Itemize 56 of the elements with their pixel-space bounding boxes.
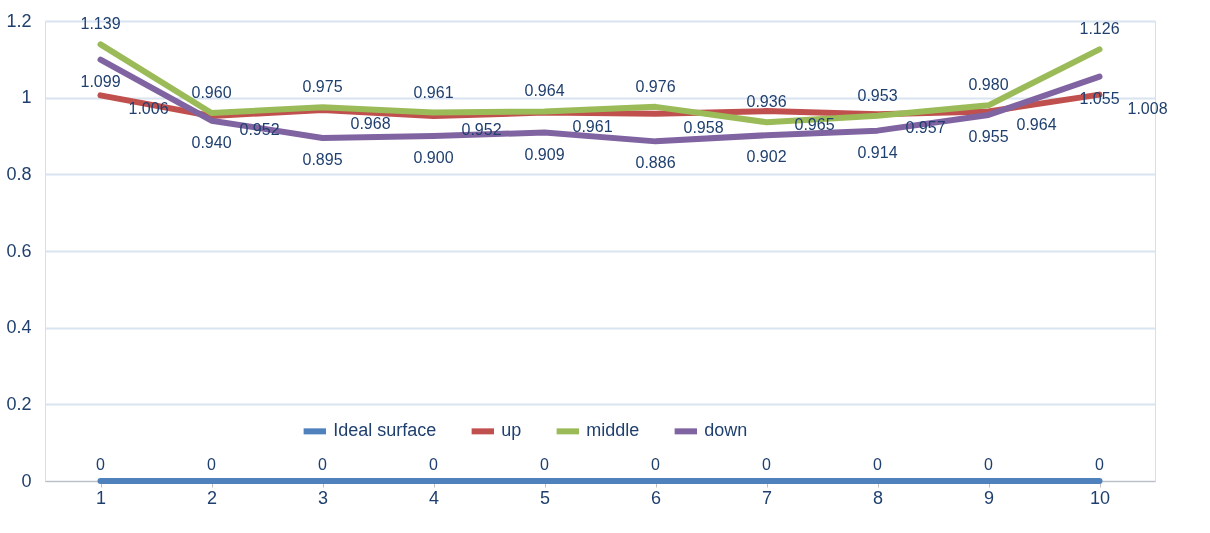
data-label: 1.008 xyxy=(1127,99,1168,117)
data-label: 0 xyxy=(96,456,106,473)
x-tick-label: 3 xyxy=(317,487,329,508)
data-label: 0.936 xyxy=(746,93,787,111)
data-label: 0 xyxy=(429,456,439,473)
data-label: 0.886 xyxy=(635,154,676,172)
data-label: 1.099 xyxy=(80,72,121,90)
data-label: 0.940 xyxy=(191,133,232,151)
x-tick-label: 5 xyxy=(539,487,551,508)
data-label: 0 xyxy=(1095,456,1105,473)
legend-label: middle xyxy=(586,420,640,441)
data-label: 0.961 xyxy=(572,117,613,135)
x-tick-label: 8 xyxy=(872,487,884,508)
x-tick-label: 2 xyxy=(206,487,218,508)
y-tick-label: 0.2 xyxy=(6,393,32,414)
data-label: 0.900 xyxy=(413,149,454,166)
data-label: 1.126 xyxy=(1079,20,1120,38)
data-label: 0.895 xyxy=(302,150,343,168)
data-label: 0.964 xyxy=(1016,116,1057,134)
x-tick-label: 7 xyxy=(761,487,773,508)
data-label: 0.980 xyxy=(968,76,1009,94)
x-tick-label: 6 xyxy=(650,487,662,508)
data-label: 0.976 xyxy=(635,77,676,95)
data-label: 0.955 xyxy=(968,127,1009,145)
y-tick-label: 1.2 xyxy=(6,10,32,31)
y-tick-label: 0 xyxy=(21,470,32,491)
data-label: 0 xyxy=(318,456,328,473)
x-tick-label: 9 xyxy=(983,487,995,508)
y-tick-label: 0.8 xyxy=(6,163,32,184)
data-label: 0.953 xyxy=(857,86,898,104)
data-label: 0.968 xyxy=(350,114,391,132)
y-tick-label: 0.4 xyxy=(6,317,32,338)
data-label: 0 xyxy=(207,456,217,473)
data-label: 0 xyxy=(873,456,883,473)
x-tick-label: 10 xyxy=(1089,487,1111,508)
data-label: 1.055 xyxy=(1079,89,1120,107)
data-label: 0 xyxy=(762,456,772,473)
data-label: 0 xyxy=(651,456,661,473)
y-tick-label: 0.6 xyxy=(6,240,32,261)
data-label: 0.960 xyxy=(191,84,232,101)
x-tick-label: 1 xyxy=(95,487,107,508)
legend-label: down xyxy=(704,420,748,441)
data-label: 0.958 xyxy=(683,118,724,136)
data-label: 0.961 xyxy=(413,83,454,101)
data-label: 0.964 xyxy=(524,82,565,100)
data-label: 0 xyxy=(984,456,994,473)
data-label: 0.914 xyxy=(857,143,898,161)
data-label: 0 xyxy=(540,456,550,473)
y-tick-label: 1 xyxy=(21,87,32,108)
data-label: 0.975 xyxy=(302,78,343,96)
data-label: 1.139 xyxy=(80,15,121,33)
legend-label: up xyxy=(501,420,522,441)
data-label: 0.909 xyxy=(524,145,565,163)
legend-label: Ideal surface xyxy=(333,420,437,441)
data-label: 0.902 xyxy=(746,148,787,166)
x-tick-label: 4 xyxy=(428,487,440,508)
